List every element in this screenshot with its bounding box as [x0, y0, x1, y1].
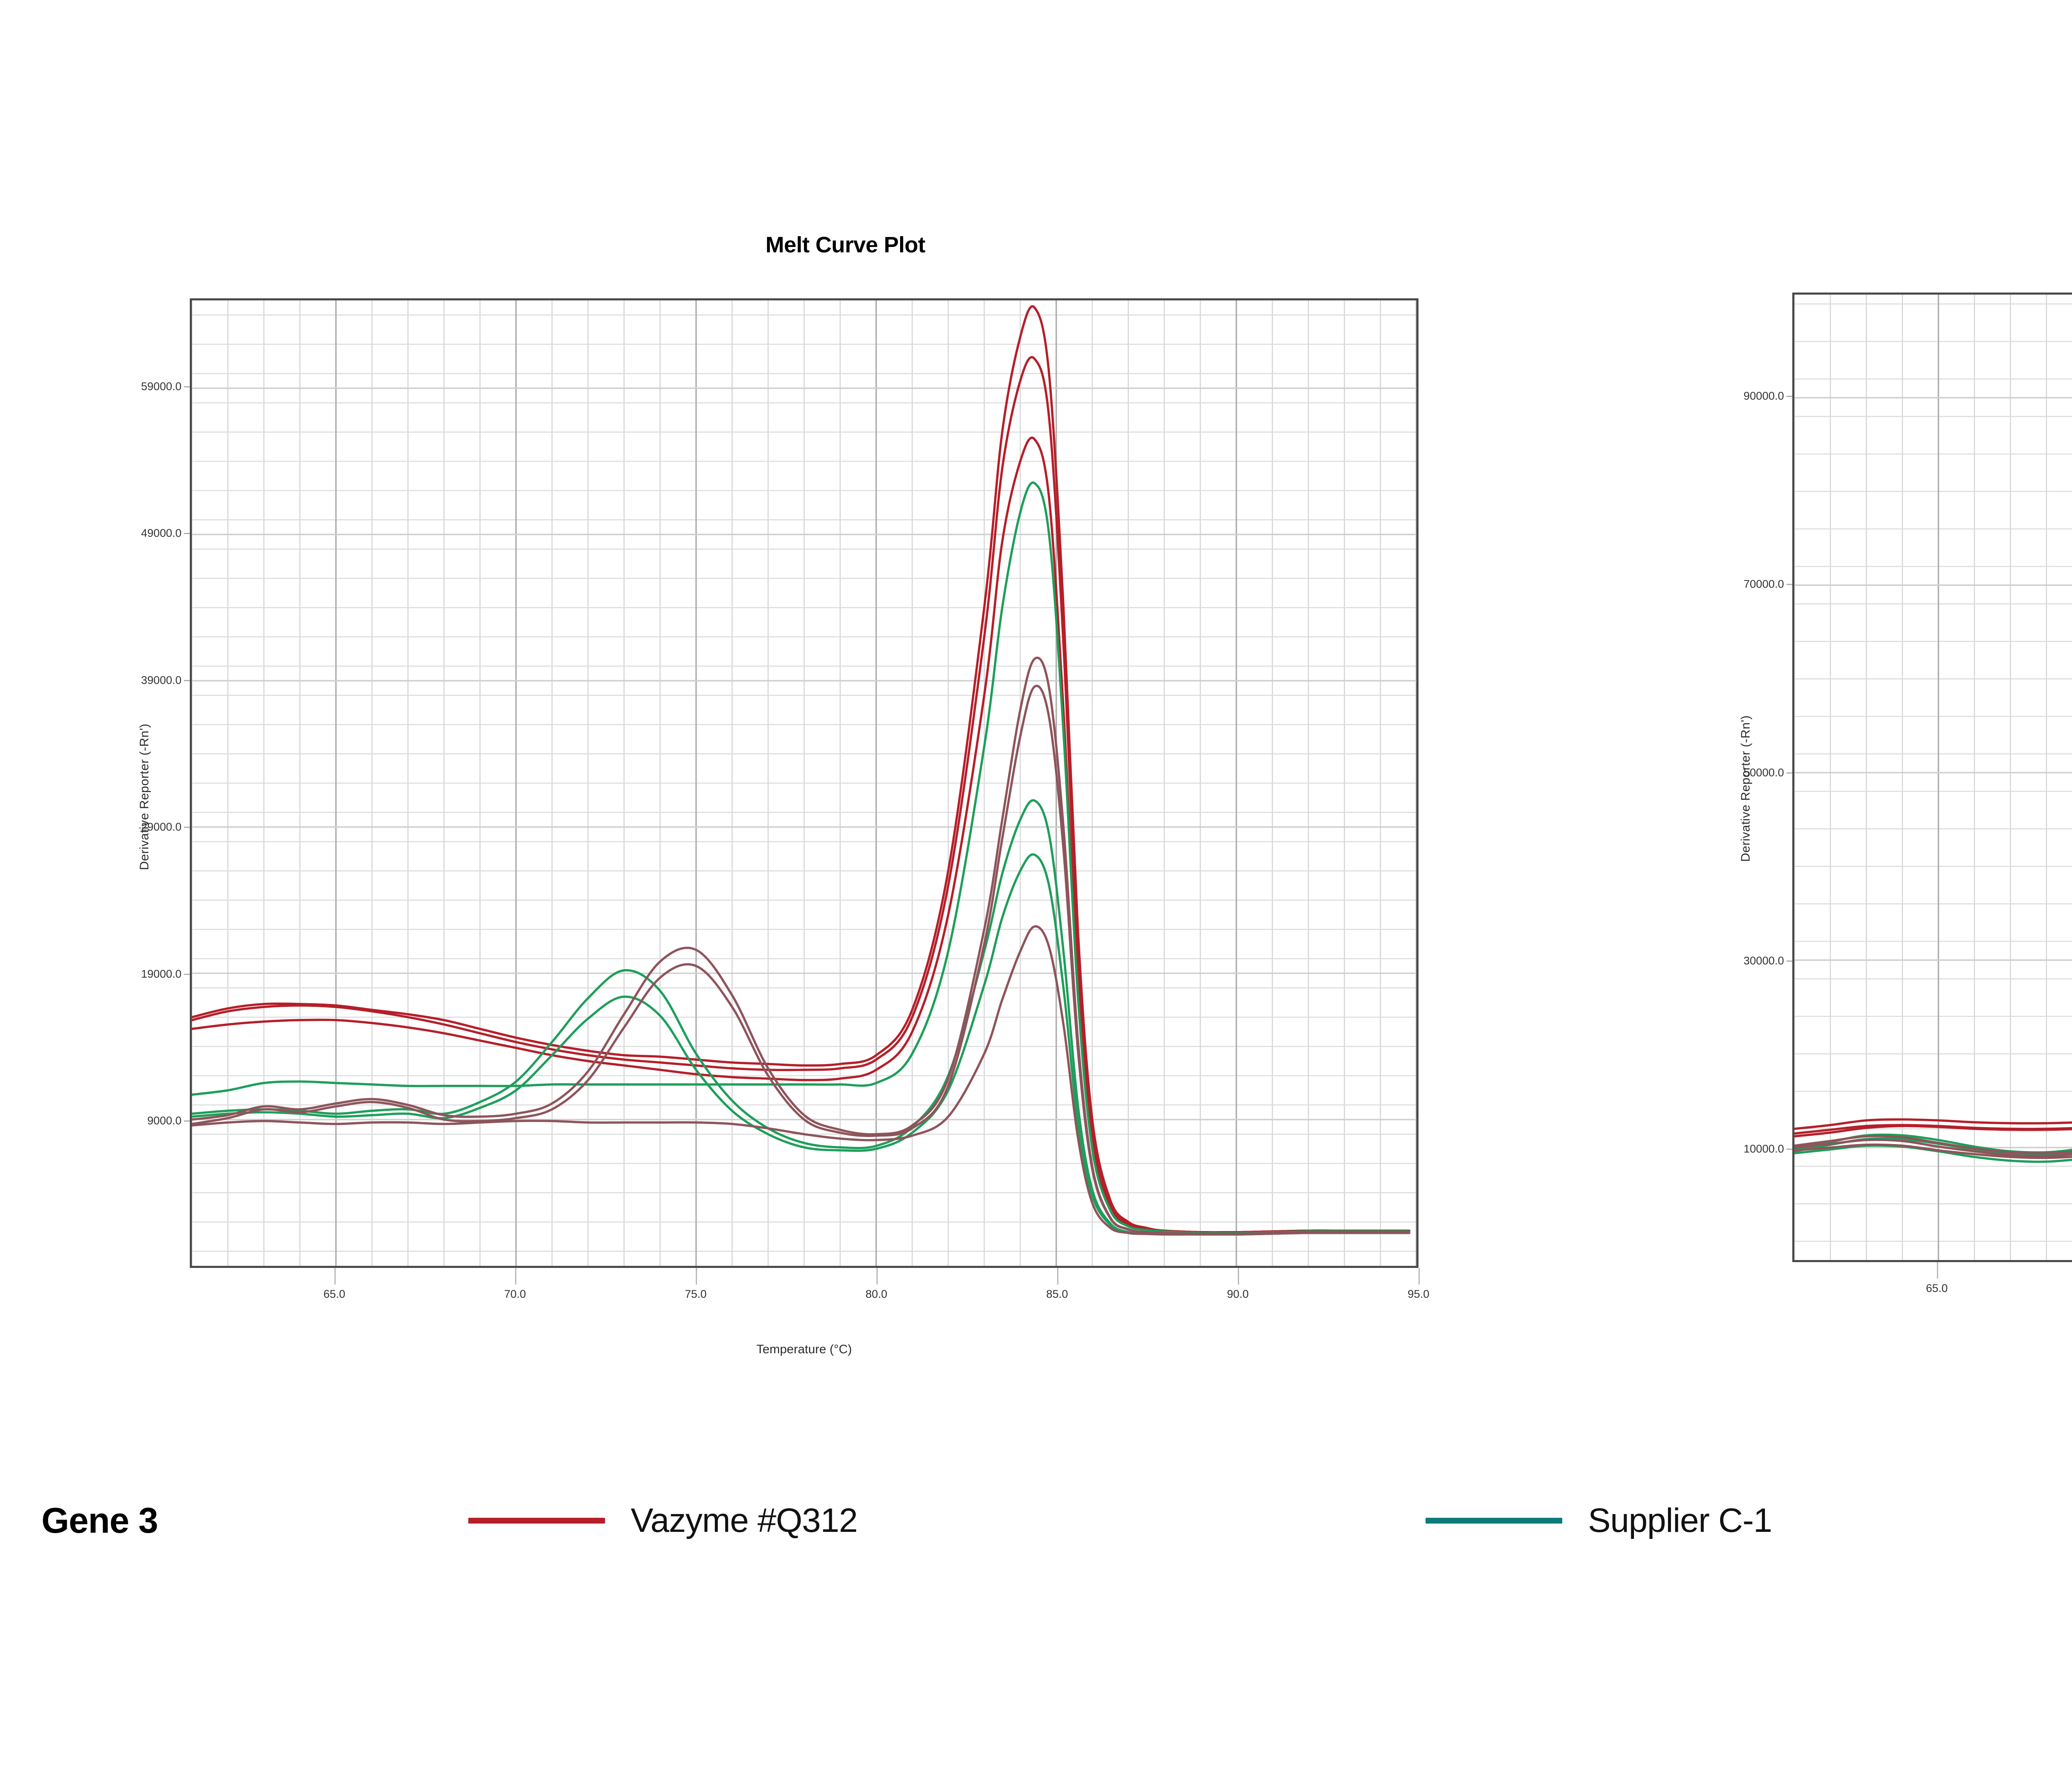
x-tick-label: 65.0	[323, 1288, 346, 1300]
legend-item-supplier-c1: Supplier C-1	[1426, 1501, 1772, 1540]
y-tick-label: 50000.0	[1743, 766, 1784, 779]
y-tick-label: 9000.0	[147, 1114, 182, 1127]
panel-right-title: Melt Curve Plot	[1649, 225, 2072, 250]
panel-left-curves	[192, 300, 1416, 1266]
panel-left-title: Melt Curve Plot	[765, 232, 925, 257]
legend-item-label: Vazyme #Q312	[631, 1502, 858, 1539]
x-tick-mark	[876, 1268, 878, 1284]
x-tick-mark	[1936, 1262, 1938, 1279]
legend-line-swatch-icon	[1426, 1518, 1562, 1524]
panel-right-curves	[1794, 295, 2072, 1260]
panel-right-y-axis-label: Derivative Reporter (-Rn')	[1739, 715, 1752, 862]
x-tick-label: 75.0	[685, 1288, 707, 1300]
figure-legend: Gene 3 Vazyme #Q312 Supplier C-1 Supplie…	[0, 1459, 2072, 1583]
y-tick-mark	[184, 827, 190, 828]
y-tick-mark	[184, 533, 190, 535]
panel-right: Melt Curve Plot Derivative Reporter (-Rn…	[1649, 199, 2072, 1401]
x-tick-label: 65.0	[1926, 1282, 1948, 1294]
panel-right-plot-area	[1792, 293, 2072, 1262]
y-tick-mark	[1786, 395, 1792, 397]
panel-left-x-axis-label: Temperature (°C)	[756, 1342, 852, 1356]
y-tick-mark	[184, 1120, 190, 1122]
y-tick-mark	[184, 386, 190, 387]
legend-item-label: Supplier C-1	[1588, 1502, 1772, 1539]
y-tick-label: 30000.0	[1743, 954, 1784, 967]
y-tick-mark	[1786, 1149, 1792, 1150]
legend-gene-label: Gene 3	[41, 1500, 158, 1541]
panel-right-x-axis-label: Temperature (°C)	[1792, 1337, 2072, 1351]
y-tick-label: 90000.0	[1743, 389, 1784, 402]
y-tick-label: 49000.0	[141, 527, 182, 539]
y-tick-label: 70000.0	[1743, 578, 1784, 590]
x-tick-label: 80.0	[865, 1288, 888, 1300]
x-tick-mark	[334, 1268, 336, 1284]
y-tick-mark	[1786, 772, 1792, 774]
y-tick-label: 10000.0	[1743, 1142, 1784, 1155]
y-tick-mark	[184, 973, 190, 975]
x-tick-mark	[1418, 1268, 1420, 1284]
legend-line-swatch-icon	[468, 1518, 605, 1524]
x-tick-mark	[515, 1268, 516, 1284]
x-tick-label: 90.0	[1227, 1288, 1249, 1300]
y-tick-mark	[1786, 584, 1792, 585]
legend-item-vazyme: Vazyme #Q312	[468, 1501, 858, 1540]
y-tick-label: 19000.0	[141, 968, 182, 980]
y-tick-mark	[184, 680, 190, 681]
y-tick-label: 59000.0	[141, 380, 182, 393]
x-tick-mark	[1237, 1268, 1239, 1284]
y-tick-mark	[1786, 960, 1792, 962]
y-tick-label: 39000.0	[141, 674, 182, 687]
x-tick-mark	[695, 1268, 697, 1284]
panel-left: Melt Curve Plot Derivative Reporter (-Rn…	[108, 199, 1583, 1401]
x-tick-label: 95.0	[1407, 1288, 1430, 1300]
x-tick-label: 70.0	[504, 1288, 526, 1300]
x-tick-label: 85.0	[1046, 1288, 1068, 1300]
panel-left-plot-area	[190, 298, 1418, 1268]
x-tick-mark	[1057, 1268, 1058, 1284]
panel-left-y-axis-label: Derivative Reporter (-Rn')	[138, 723, 151, 870]
y-tick-label: 29000.0	[141, 820, 182, 833]
